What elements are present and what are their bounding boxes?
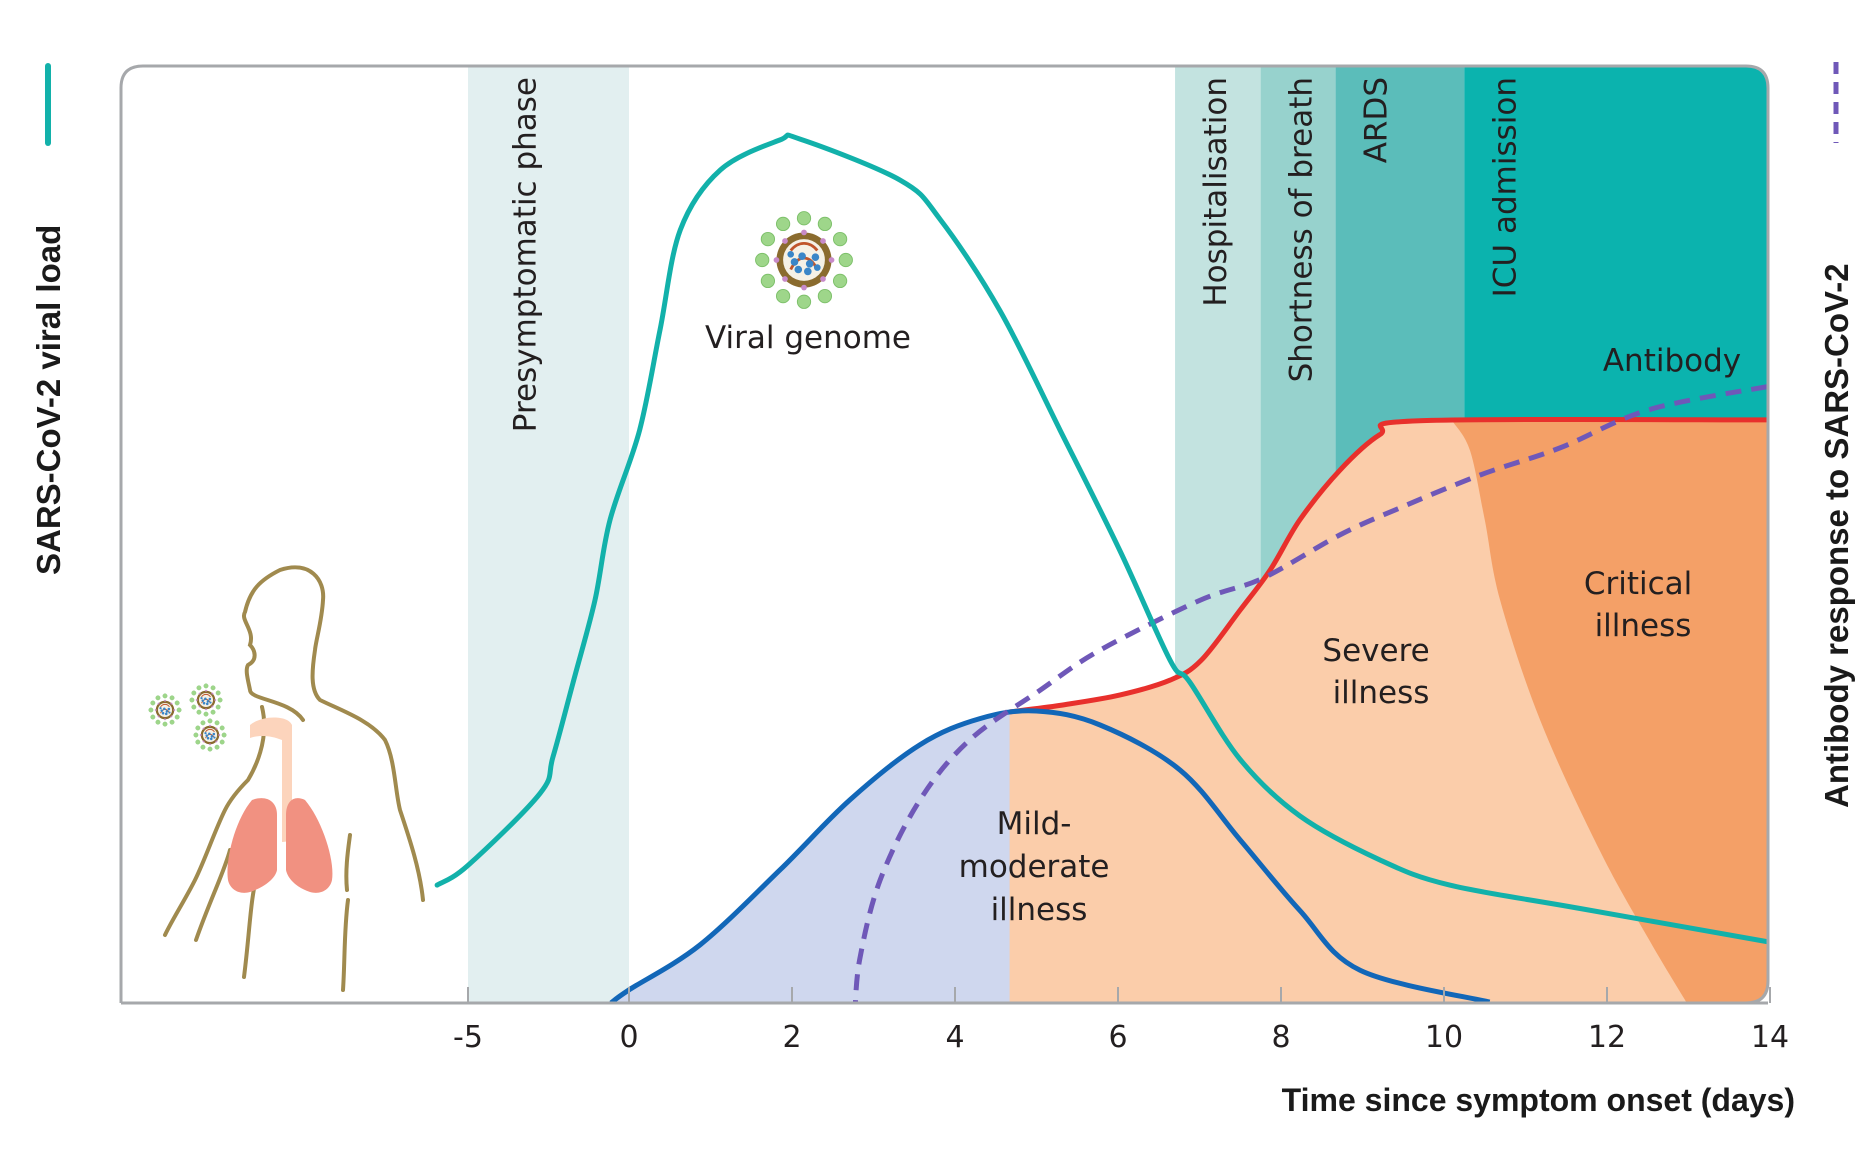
x-tick-label: 4 [945,1020,964,1055]
x-tick-label: 0 [619,1020,638,1055]
x-tick-label: 12 [1588,1020,1626,1055]
phase-label-ards: ARDS [1359,77,1395,163]
x-tick-label: 14 [1751,1020,1789,1055]
x-tick-label: 8 [1271,1020,1290,1055]
plot-frame [119,64,1770,1005]
x-tick-label: -5 [453,1020,483,1055]
mild-moderate-illness-label: Mild- moderate illness [959,806,1120,928]
viral-load-line [434,132,1768,945]
body-outline [163,565,425,992]
phase-label-hospitalisation: Hospitalisation [1198,77,1234,307]
viral-genome-label: Viral genome [705,320,911,356]
critical-illness-area [1452,419,1768,1003]
phase-band-labels: Presymptomatic phase Hospitalisation Short… [508,77,1524,432]
phase-label-presymptomatic-phase: Presymptomatic phase [508,77,544,432]
right-lung [286,798,333,893]
mild-moderate-illness-line [609,708,1491,1003]
critical-illness-label: Critical illness [1584,566,1702,644]
x-tick-label: 2 [782,1020,801,1055]
severe-illness-label: Severe illness [1322,633,1439,711]
x-axis-tick-labels: -5 0 2 4 6 8 10 12 14 [453,1020,1789,1055]
left-axis-title: SARS-CoV-2 viral load [30,225,67,575]
left-axis-title-group: SARS-CoV-2 viral load [30,63,67,575]
phase-label-icu-admission: ICU admission [1487,77,1523,297]
right-axis-title: Antibody response to SARS-CoV-2 [1818,263,1855,808]
left-lung [227,798,277,893]
phase-band-presymptomatic-phase [468,66,629,1003]
phase-label-shortness-of-breath: Shortness of breath [1284,77,1320,382]
human-lungs-figure [148,565,425,992]
x-tick-label: 6 [1108,1020,1127,1055]
x-axis-ticks [467,987,1771,1003]
antibody-response-line [852,383,1768,1003]
x-axis-title: Time since symptom onset (days) [1282,1082,1795,1118]
severe-illness-boundary-line [1009,416,1768,715]
x-tick-label: 10 [1425,1020,1463,1055]
antibody-label: Antibody [1603,343,1741,379]
right-axis-title-group: Antibody response to SARS-CoV-2 [1818,62,1855,808]
